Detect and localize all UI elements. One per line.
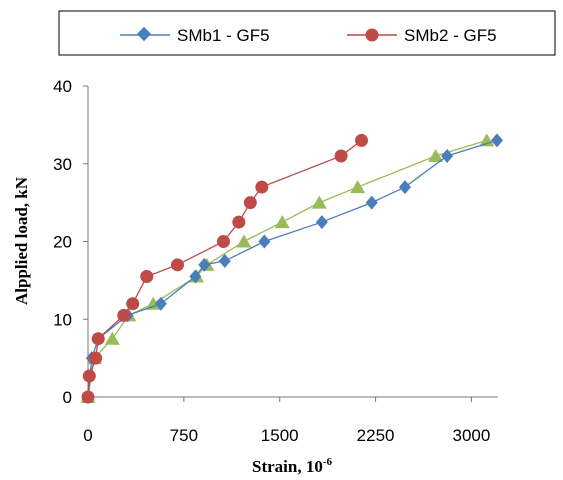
data-point-diamond	[441, 148, 454, 163]
data-point-diamond	[491, 133, 503, 148]
y-tick-label: 0	[63, 388, 72, 407]
data-point-diamond	[198, 257, 211, 272]
data-point-circle	[117, 308, 131, 322]
x-axis-title-exponent: -6	[323, 456, 333, 468]
data-point-circle	[170, 258, 184, 272]
y-tick-label: 10	[53, 310, 72, 329]
data-point-circle	[140, 269, 154, 283]
data-point-diamond	[398, 180, 411, 195]
legend-marker-smb2	[365, 28, 379, 42]
x-tick-label: 750	[170, 426, 198, 445]
data-point-circle	[81, 390, 95, 404]
data-point-diamond	[315, 215, 328, 230]
x-tick-label: 3000	[453, 426, 491, 445]
data-point-circle	[232, 215, 246, 229]
data-point-circle	[334, 149, 348, 163]
legend: SMb1 - GF5 SMb2 - GF5	[58, 10, 556, 56]
legend-label-smb1: SMb1 - GF5	[177, 26, 270, 45]
data-point-circle	[89, 351, 103, 365]
x-tick-label: 1500	[261, 426, 299, 445]
data-point-diamond	[154, 296, 167, 311]
series-layer	[80, 133, 503, 404]
series-2	[80, 133, 495, 403]
y-axis-title: Alpplied load, kN	[12, 176, 31, 305]
data-point-triangle	[479, 133, 495, 147]
data-point-diamond	[189, 269, 202, 284]
data-point-circle	[82, 369, 96, 383]
data-point-circle	[355, 133, 369, 147]
data-point-triangle	[145, 296, 161, 310]
data-point-triangle	[104, 331, 120, 345]
y-tick-label: 40	[53, 77, 72, 96]
data-point-diamond	[258, 234, 271, 249]
data-point-circle	[91, 332, 105, 346]
series-line	[87, 139, 498, 398]
data-point-circle	[243, 196, 257, 210]
data-point-diamond	[218, 253, 231, 268]
data-point-triangle	[274, 215, 290, 229]
x-tick-label: 0	[83, 426, 92, 445]
x-axis-title: Strain, 10-6	[252, 456, 333, 476]
series-0	[82, 133, 503, 404]
data-point-triangle	[428, 148, 444, 162]
series-1	[81, 133, 369, 404]
data-point-triangle	[350, 180, 366, 194]
data-point-triangle	[236, 234, 252, 248]
data-point-circle	[126, 297, 140, 311]
y-tick-label: 20	[53, 233, 72, 252]
x-tick-label: 2250	[357, 426, 395, 445]
x-axis-title-main: Strain, 10	[252, 457, 323, 476]
series-line	[87, 139, 487, 398]
series-line	[87, 139, 362, 398]
data-point-circle	[216, 235, 230, 248]
legend-label-smb2: SMb2 - GF5	[404, 26, 497, 45]
axis-ticks: 0 10 20 30 40 0 750 1500 2250 3000	[53, 77, 490, 445]
data-point-circle	[255, 180, 269, 194]
data-point-diamond	[365, 195, 378, 210]
y-tick-label: 30	[53, 155, 72, 174]
data-point-triangle	[311, 195, 327, 209]
